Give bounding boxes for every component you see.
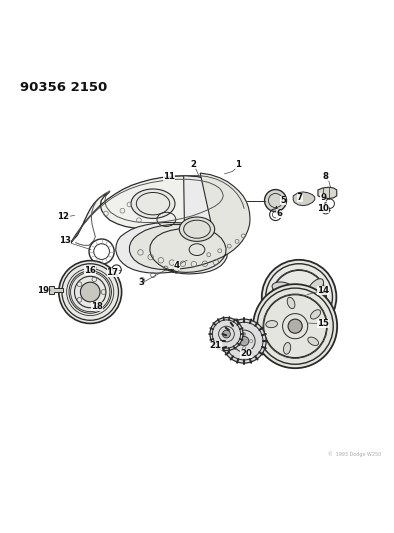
Text: 21: 21 (210, 341, 222, 350)
Ellipse shape (308, 337, 319, 345)
Text: 12: 12 (58, 212, 69, 221)
Circle shape (80, 282, 100, 302)
Text: 7: 7 (297, 193, 303, 202)
Polygon shape (71, 176, 227, 243)
Text: 11: 11 (163, 173, 175, 181)
Text: 20: 20 (240, 349, 252, 358)
Circle shape (290, 288, 308, 306)
Text: 90356 2150: 90356 2150 (20, 82, 108, 94)
Text: 9: 9 (320, 193, 326, 202)
Circle shape (210, 318, 243, 351)
Polygon shape (293, 192, 315, 206)
Ellipse shape (287, 297, 295, 309)
Polygon shape (116, 176, 247, 274)
Polygon shape (130, 173, 250, 272)
Text: 18: 18 (91, 302, 103, 311)
Text: 2: 2 (190, 160, 196, 169)
Circle shape (240, 336, 249, 346)
Text: 6: 6 (277, 208, 282, 217)
Text: 13: 13 (59, 237, 71, 246)
Text: 8: 8 (323, 172, 329, 181)
Ellipse shape (293, 305, 305, 326)
Circle shape (222, 319, 266, 363)
Text: 1: 1 (235, 160, 241, 169)
Circle shape (262, 260, 336, 334)
Ellipse shape (266, 320, 277, 328)
Circle shape (223, 330, 230, 338)
Text: 4: 4 (173, 261, 180, 270)
Ellipse shape (307, 279, 323, 297)
Text: 10: 10 (317, 204, 329, 213)
Text: 17: 17 (106, 268, 119, 277)
Circle shape (264, 190, 286, 212)
Text: ©  1993 Dodge W250: © 1993 Dodge W250 (328, 451, 381, 457)
Polygon shape (49, 286, 63, 294)
Circle shape (288, 319, 302, 333)
Text: 14: 14 (316, 286, 329, 295)
Circle shape (253, 284, 337, 368)
Ellipse shape (272, 282, 294, 294)
Text: 19: 19 (37, 286, 49, 295)
Polygon shape (318, 187, 337, 199)
Text: 3: 3 (138, 278, 144, 287)
Ellipse shape (310, 310, 321, 319)
Text: 5: 5 (281, 196, 286, 205)
Text: 16: 16 (84, 266, 96, 275)
Ellipse shape (179, 217, 215, 241)
Ellipse shape (283, 343, 291, 354)
Ellipse shape (131, 189, 175, 219)
Circle shape (59, 261, 122, 324)
Text: 15: 15 (318, 319, 329, 328)
